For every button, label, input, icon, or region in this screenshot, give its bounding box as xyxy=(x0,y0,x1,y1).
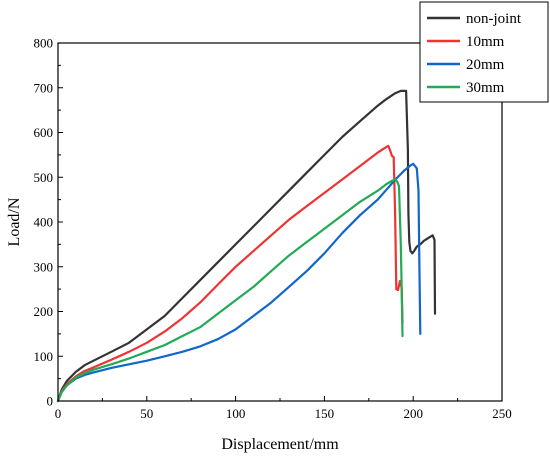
x-tick-label: 200 xyxy=(403,406,423,421)
y-tick-label: 100 xyxy=(34,349,54,364)
x-tick-labels: 0 50 100 150 200 250 xyxy=(55,406,512,421)
series-line-10mm xyxy=(56,144,404,403)
legend: non-joint 10mm 20mm 30mm xyxy=(419,1,549,103)
x-tick-label: 50 xyxy=(140,406,153,421)
legend-label: non-joint xyxy=(466,11,522,27)
series-line-non-joint xyxy=(56,89,437,403)
plot-frame xyxy=(57,42,503,402)
y-tick-label: 200 xyxy=(34,304,54,319)
x-tick-label: 100 xyxy=(226,406,246,421)
series-lines xyxy=(56,89,437,403)
y-tick-label: 300 xyxy=(34,259,54,274)
y-tick-labels: 0 100 200 300 400 500 600 700 800 xyxy=(34,36,54,409)
y-axis-title: Load/N xyxy=(6,197,23,246)
y-tick-label: 600 xyxy=(34,125,54,140)
series-line-30mm xyxy=(56,178,404,403)
x-tick-label: 250 xyxy=(492,406,512,421)
x-tick-label: 150 xyxy=(315,406,335,421)
y-tick-label: 700 xyxy=(34,80,54,95)
legend-label: 30mm xyxy=(466,80,505,96)
series-line-20mm xyxy=(56,162,422,403)
y-tick-label: 0 xyxy=(47,394,54,409)
y-tick-label: 500 xyxy=(34,170,54,185)
y-tick-label: 400 xyxy=(34,215,54,230)
legend-label: 20mm xyxy=(466,57,505,73)
legend-label: 10mm xyxy=(466,34,505,50)
x-tick-label: 0 xyxy=(55,406,62,421)
y-tick-label: 800 xyxy=(34,36,54,51)
x-axis-title: Displacement/mm xyxy=(221,436,339,453)
